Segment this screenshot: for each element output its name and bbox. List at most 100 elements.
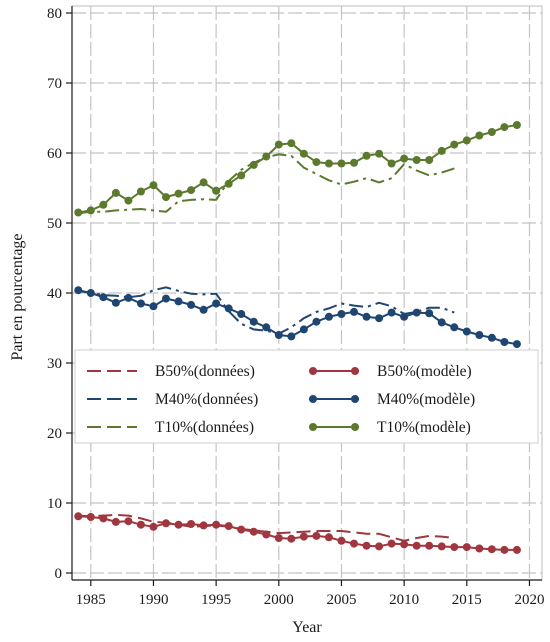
data-point <box>500 545 509 554</box>
data-point <box>162 519 170 528</box>
data-point <box>450 323 459 332</box>
data-point <box>400 540 409 549</box>
y-tick-label: 30 <box>47 356 62 372</box>
x-tick-label: 2005 <box>326 592 356 608</box>
data-point <box>212 299 221 308</box>
data-point <box>287 139 296 148</box>
data-point <box>187 300 196 309</box>
data-point <box>375 314 384 323</box>
data-point <box>212 186 221 195</box>
data-point <box>512 121 521 129</box>
data-point <box>487 333 496 342</box>
data-point <box>199 521 208 530</box>
y-tick-label: 20 <box>47 426 62 442</box>
x-tick-label: 2010 <box>389 592 419 608</box>
data-point <box>287 332 296 341</box>
data-point <box>149 522 158 531</box>
data-point <box>199 305 208 314</box>
data-point <box>237 171 246 180</box>
data-point <box>312 158 321 167</box>
data-point <box>412 541 421 550</box>
legend-label: M40%(données) <box>155 391 258 408</box>
data-point <box>362 312 371 321</box>
legend-label: T10%(modèle) <box>377 419 471 436</box>
data-point <box>74 512 83 521</box>
data-point <box>450 543 459 552</box>
data-point <box>224 179 233 188</box>
data-point <box>312 531 321 540</box>
legend-label: M40%(modèle) <box>377 391 475 408</box>
data-point <box>136 520 145 529</box>
y-tick-label: 0 <box>55 566 63 582</box>
legend-swatch-dot <box>309 367 317 375</box>
data-point <box>324 312 333 321</box>
y-tick-label: 50 <box>47 216 62 232</box>
data-point <box>237 525 246 534</box>
data-point <box>324 533 333 542</box>
data-point <box>375 149 384 158</box>
data-point <box>262 323 271 332</box>
data-point <box>350 307 358 316</box>
y-tick-label: 80 <box>47 6 62 22</box>
data-point <box>362 541 371 550</box>
data-point <box>437 146 446 155</box>
data-point <box>500 338 509 346</box>
data-point <box>287 534 296 543</box>
data-point <box>187 186 196 195</box>
x-tick-label: 2000 <box>264 592 294 608</box>
data-point <box>262 530 271 539</box>
data-point <box>249 317 258 326</box>
data-point <box>462 327 471 336</box>
data-point <box>212 520 221 529</box>
series-line-4 <box>78 289 518 346</box>
x-axis-title: Year <box>292 619 322 636</box>
data-point <box>425 156 434 164</box>
data-point <box>425 541 434 550</box>
data-point <box>111 517 120 526</box>
data-point <box>437 542 446 551</box>
data-point <box>487 128 496 136</box>
data-point <box>224 304 233 313</box>
y-tick-label: 60 <box>47 146 62 162</box>
data-point <box>99 514 108 523</box>
data-point <box>124 196 133 205</box>
x-tick-label: 2015 <box>452 592 482 608</box>
x-tick-label: 1985 <box>76 592 106 608</box>
data-point <box>487 545 496 554</box>
data-point <box>387 159 396 168</box>
y-tick-label: 10 <box>47 496 62 512</box>
data-point <box>299 149 308 158</box>
data-point <box>337 159 346 168</box>
data-point <box>475 131 484 140</box>
data-point <box>99 293 108 302</box>
data-point <box>362 151 371 160</box>
legend-swatch-dot <box>351 395 359 403</box>
data-point <box>162 193 170 202</box>
data-point <box>312 317 321 326</box>
data-point <box>174 189 183 198</box>
y-tick-label: 40 <box>47 286 62 302</box>
data-point <box>387 539 396 548</box>
data-point <box>274 140 283 149</box>
legend-swatch-dot <box>309 395 317 403</box>
legend-label: B50%(modèle) <box>377 363 472 380</box>
data-point <box>324 159 333 168</box>
series-line-2 <box>78 153 455 215</box>
legend-swatch-dot <box>351 423 359 431</box>
data-point <box>86 513 95 521</box>
data-point <box>237 310 246 318</box>
y-tick-label: 70 <box>47 76 62 92</box>
data-point <box>249 160 258 169</box>
series-layer <box>74 121 521 554</box>
data-point <box>111 188 120 197</box>
data-point <box>437 318 446 327</box>
data-point <box>274 331 283 339</box>
data-point <box>350 158 358 167</box>
data-point <box>400 312 409 321</box>
gridlines <box>71 5 543 581</box>
data-point <box>174 520 183 529</box>
data-point <box>86 206 95 215</box>
data-point <box>337 310 346 318</box>
axes: 0 10 20 30 40 50 60 70 80 1985 1990 1995 2000 2005 201… <box>47 6 544 608</box>
